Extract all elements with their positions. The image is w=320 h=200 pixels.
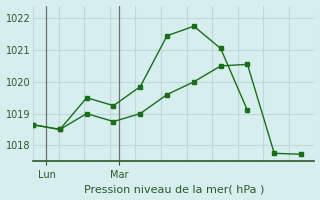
X-axis label: Pression niveau de la mer( hPa ): Pression niveau de la mer( hPa ) <box>84 184 264 194</box>
